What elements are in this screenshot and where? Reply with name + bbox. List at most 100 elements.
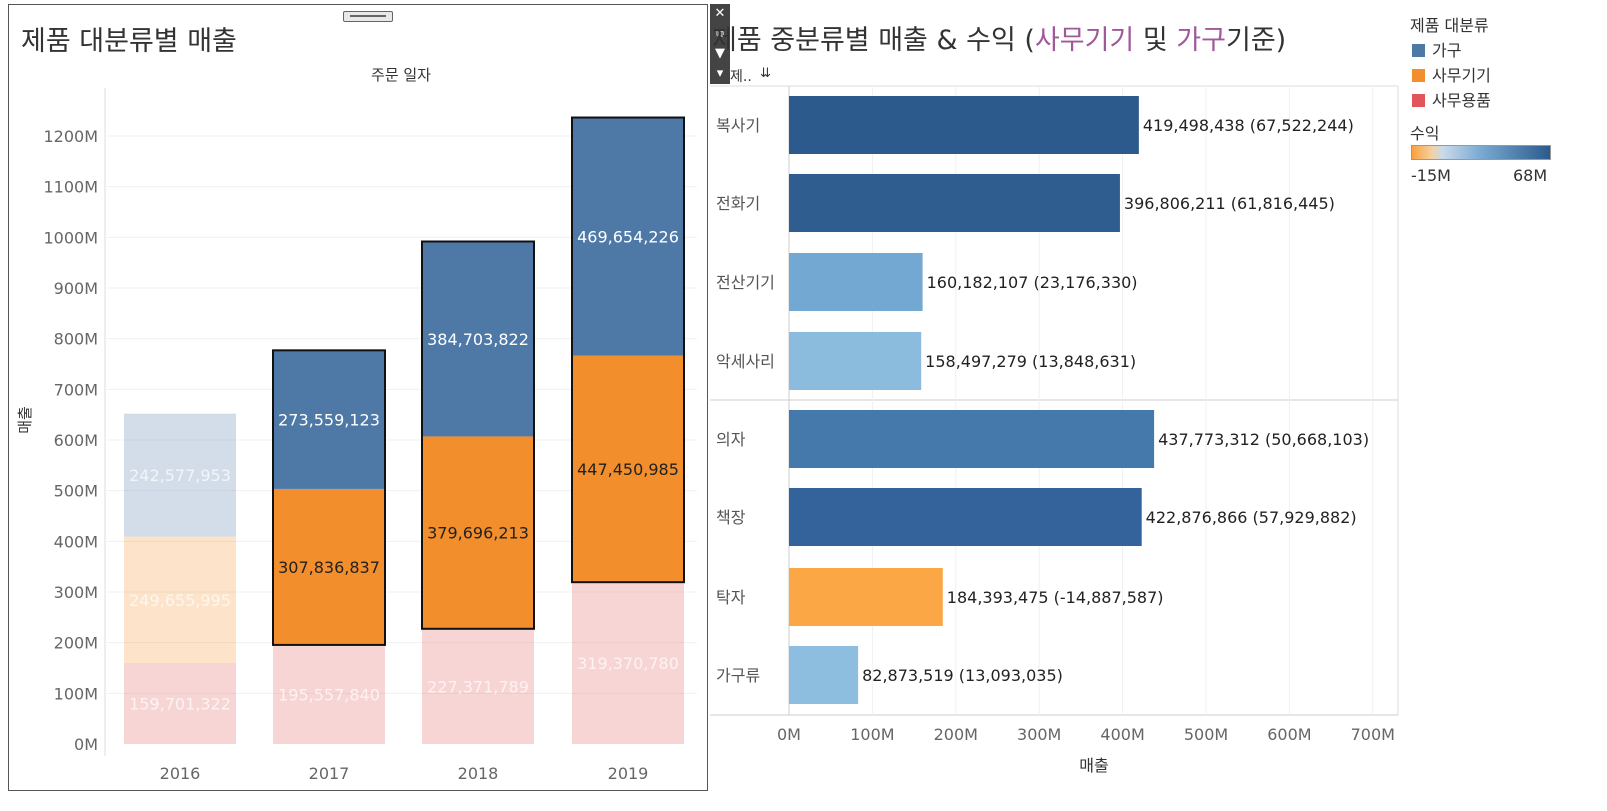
title-accent: 사무기기	[1034, 25, 1135, 56]
x-tick-label: 100M	[850, 725, 894, 744]
data-label: 82,873,519 (13,093,035)	[862, 666, 1063, 685]
data-label: 437,773,312 (50,668,103)	[1158, 430, 1369, 449]
bar-segment	[572, 582, 684, 744]
y-tick-label: 800M	[54, 330, 98, 349]
bar-segment	[422, 436, 534, 629]
legend-swatch	[1412, 44, 1425, 57]
y-tick-label: 1100M	[43, 178, 98, 197]
row-label: 전산기기	[716, 273, 775, 292]
data-label: 273,559,123	[278, 411, 380, 430]
bar	[789, 253, 923, 311]
row-label: 전화기	[716, 194, 760, 213]
y-tick-label: 200M	[54, 634, 98, 653]
x-tick-label: 300M	[1017, 725, 1061, 744]
bar	[789, 96, 1139, 154]
sort-icon[interactable]: ⇊	[760, 66, 771, 81]
row-header[interactable]: 제..	[730, 69, 752, 85]
data-label: 242,577,953	[129, 466, 231, 485]
x-tick-label: 200M	[934, 725, 978, 744]
legend-title: 제품 대분류	[1410, 16, 1489, 35]
bar-segment	[572, 355, 684, 583]
profit-legend-title: 수익	[1410, 124, 1440, 143]
title-part: 제품 중분류별 매출 & 수익 (	[712, 25, 1035, 56]
popout-icon[interactable]: ⧉	[716, 27, 724, 40]
left-chart-title: 제품 대분류별 매출	[21, 26, 237, 57]
y-tick-label: 900M	[54, 279, 98, 298]
y-tick-label: 1000M	[43, 228, 98, 247]
data-label: 384,703,822	[427, 330, 529, 349]
data-label: 184,393,475 (-14,887,587)	[947, 588, 1164, 607]
y-tick-label: 600M	[54, 431, 98, 450]
row-label: 가구류	[716, 666, 760, 685]
x-tick-label: 400M	[1100, 725, 1144, 744]
bar-segment	[124, 536, 236, 664]
data-label: 160,182,107 (23,176,330)	[927, 273, 1138, 292]
x-axis-label: 매출	[1079, 756, 1108, 775]
data-label: 319,370,780	[577, 654, 679, 673]
bar-segment	[273, 350, 385, 489]
left-stacked-bar-chart: 주문 일자 0M 100M 200M 300M 400M 500M 600M 700M 800M 9…	[16, 66, 697, 783]
data-label: 422,876,866 (57,929,882)	[1146, 508, 1357, 527]
bar-segment	[124, 663, 236, 744]
x-tick-label: 0M	[777, 725, 801, 744]
selection-outline	[272, 349, 386, 646]
x-tick-label: 2016	[160, 764, 201, 783]
x-tick-label: 2017	[309, 764, 350, 783]
data-label: 469,654,226	[577, 227, 679, 246]
x-tick-label: 2019	[608, 764, 649, 783]
bar	[789, 410, 1155, 468]
y-tick-label: 700M	[54, 380, 98, 399]
drag-handle[interactable]	[343, 11, 393, 22]
data-label: 396,806,211 (61,816,445)	[1124, 194, 1335, 213]
selection-outline	[571, 116, 685, 584]
close-icon[interactable]: ✕	[714, 6, 726, 21]
x-tick-label: 700M	[1351, 725, 1395, 744]
bar-segment	[273, 644, 385, 744]
profit-legend-min: -15M	[1411, 166, 1451, 185]
x-tick-label: 500M	[1184, 725, 1228, 744]
bar-segment	[124, 413, 236, 537]
column-header: 주문 일자	[371, 66, 431, 84]
data-label: 447,450,985	[577, 460, 679, 479]
legend-item-furniture[interactable]: 가구	[1412, 37, 1461, 61]
bar-segment	[422, 241, 534, 437]
bar	[789, 646, 859, 704]
legend-item-office-machines[interactable]: 사무기기	[1412, 62, 1491, 86]
more-options-icon[interactable]: ▾	[716, 66, 724, 81]
x-tick-label: 600M	[1267, 725, 1311, 744]
row-label: 악세사리	[716, 352, 775, 371]
filter-icon[interactable]: ▼	[715, 46, 725, 61]
title-part: 기준)	[1225, 25, 1287, 56]
profit-legend-max: 68M	[1513, 166, 1548, 185]
y-tick-label: 100M	[54, 684, 98, 703]
x-tick-label: 2018	[458, 764, 499, 783]
y-tick-label: 400M	[54, 532, 98, 551]
bar-segment	[572, 117, 684, 356]
worksheet-toolbar: ✕ ⧉ ▼ ▾	[710, 4, 730, 84]
legend-label: 가구	[1432, 41, 1462, 60]
legend-label: 사무용품	[1432, 91, 1491, 110]
data-label: 307,836,837	[278, 558, 380, 577]
data-label: 379,696,213	[427, 524, 529, 543]
selection-outline	[421, 240, 535, 630]
y-tick-label: 0M	[74, 735, 98, 754]
row-label: 책장	[716, 508, 746, 527]
y-axis-label: 매출	[16, 406, 34, 434]
bar-segment	[273, 488, 385, 645]
data-label: 419,498,438 (67,522,244)	[1143, 116, 1354, 135]
bar	[789, 568, 943, 626]
bar	[789, 174, 1120, 232]
row-label: 의자	[716, 430, 746, 449]
profit-color-gradient	[1411, 145, 1551, 160]
data-label: 227,371,789	[427, 677, 529, 696]
right-chart-title: 제품 중분류별 매출 & 수익 (사무기기 및 가구기준)	[712, 18, 1286, 57]
bar	[789, 488, 1142, 546]
legend-item-office-supplies[interactable]: 사무용품	[1412, 87, 1491, 111]
title-part: 및	[1134, 25, 1177, 56]
title-accent: 가구	[1176, 25, 1226, 56]
data-label: 159,701,322	[129, 695, 231, 714]
bar-segment	[422, 628, 534, 744]
bar	[789, 332, 922, 390]
y-tick-label: 1200M	[43, 127, 98, 146]
